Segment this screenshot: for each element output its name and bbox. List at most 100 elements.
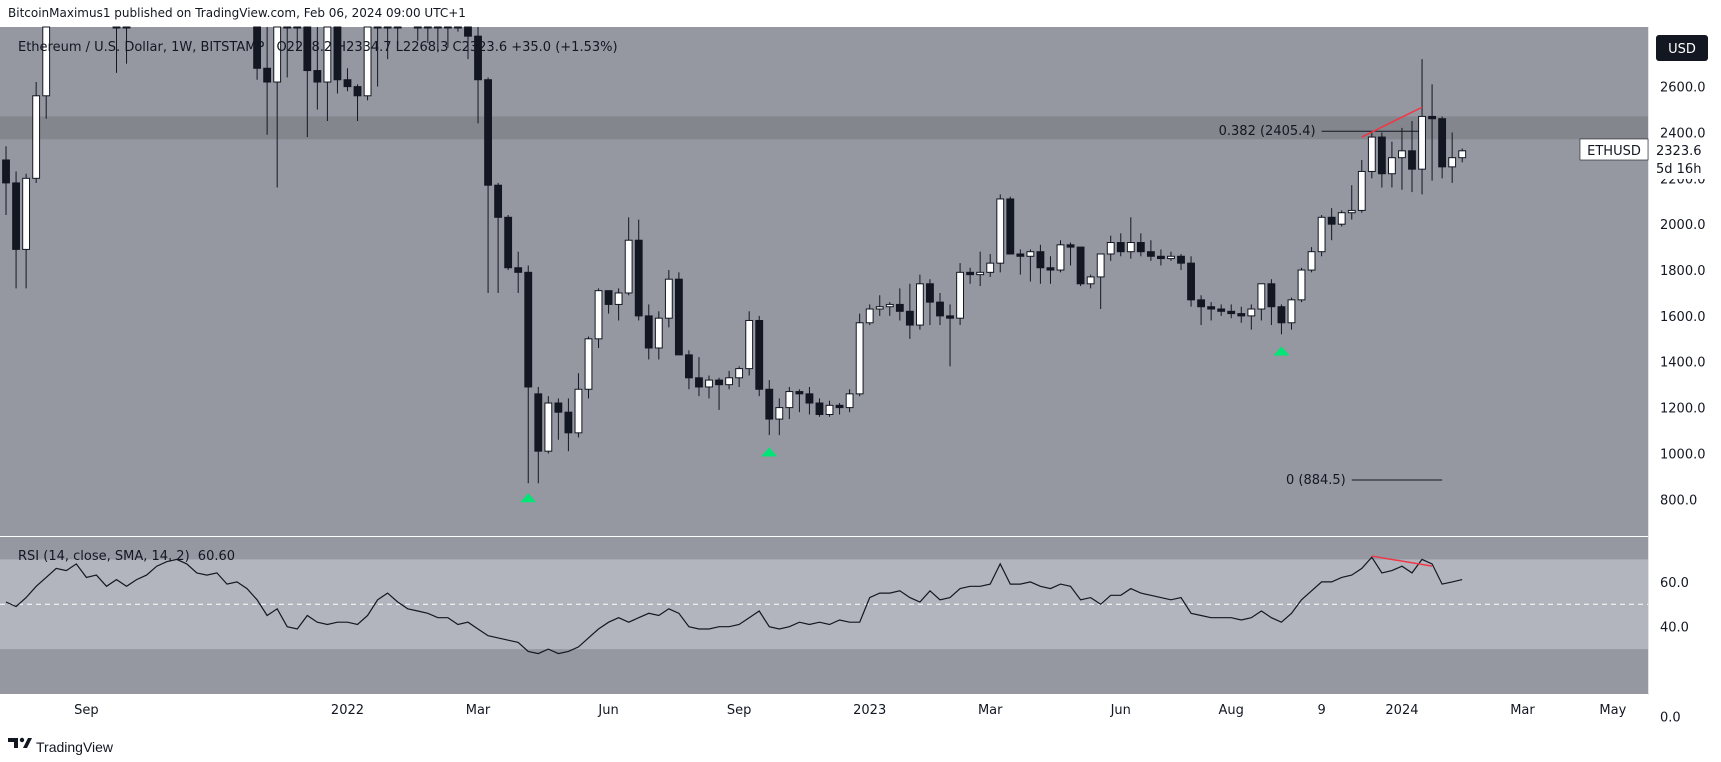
bear-candle-body: [815, 402, 824, 415]
candle: [363, 26, 372, 101]
candle: [1126, 217, 1135, 259]
symbol-legend: Ethereum / U.S. Dollar, 1W, BITSTAMP O22…: [18, 40, 618, 55]
bull-candle-body: [363, 26, 372, 97]
time-tick-label: 2022: [331, 703, 364, 718]
candle: [825, 400, 834, 417]
candle: [1448, 132, 1457, 183]
time-axis[interactable]: [0, 695, 1648, 725]
candle: [1207, 302, 1216, 321]
bull-candle-body: [996, 198, 1005, 264]
candle: [1146, 240, 1155, 261]
bear-candle-body: [1006, 198, 1015, 255]
bear-candle-body: [805, 393, 814, 404]
price-scale[interactable]: [1649, 27, 1721, 694]
bull-candle-body: [915, 283, 924, 326]
last-price-tag: [1650, 138, 1710, 179]
bull-candle-body: [1247, 308, 1256, 317]
candle: [755, 315, 764, 397]
candle: [494, 182, 503, 293]
bull-candle-body: [1418, 115, 1426, 170]
bull-candle-body: [865, 308, 874, 324]
candle: [1327, 208, 1336, 241]
candle: [464, 26, 472, 60]
candle: [946, 304, 954, 367]
bear-candle-body: [795, 391, 804, 395]
bull-candle-body: [875, 306, 884, 310]
bear-candle-body: [313, 70, 322, 83]
bear-candle-body: [1207, 306, 1216, 310]
symbol-name: Ethereum / U.S. Dollar, 1W, BITSTAMP: [18, 40, 264, 55]
candle: [1297, 267, 1306, 303]
bull-candle-body: [283, 26, 292, 29]
candle: [745, 311, 754, 376]
bull-candle-body: [413, 26, 422, 29]
candle: [705, 375, 713, 399]
bear-candle-body: [685, 354, 693, 379]
bull-candle-body: [614, 292, 623, 305]
bear-candle-body: [1227, 310, 1236, 315]
bull-candle-body: [664, 278, 673, 319]
bull-candle-body: [1167, 255, 1175, 260]
bear-candle-body: [1116, 242, 1125, 253]
candle: [524, 265, 533, 484]
bullish-arrow-icon: [1273, 346, 1290, 356]
bull-candle-body: [1448, 157, 1457, 168]
candle: [775, 398, 784, 436]
bull-candle-body: [1106, 242, 1115, 255]
candle: [263, 27, 272, 135]
bear-candle-body: [474, 35, 482, 81]
bull-candle-body: [1096, 253, 1105, 278]
candle: [584, 336, 593, 399]
candle: [514, 251, 523, 293]
bull-candle-body: [433, 26, 442, 29]
candle: [1247, 304, 1256, 330]
candle: [1277, 304, 1286, 335]
candle: [1056, 240, 1065, 273]
bear-candle-body: [353, 86, 362, 97]
fib-level-label: 0.382 (2405.4): [1219, 124, 1316, 139]
bull-candle-body: [393, 26, 402, 29]
bull-candle-body: [825, 404, 834, 415]
candle: [313, 27, 322, 110]
tv-logo-text: TradingView: [36, 739, 114, 755]
time-tick-label: Sep: [727, 703, 752, 718]
bear-candle-body: [494, 184, 503, 218]
bear-candle-body: [634, 239, 643, 317]
candle: [604, 290, 613, 314]
candle: [895, 288, 904, 321]
candle: [1106, 235, 1115, 261]
bull-candle-body: [1398, 150, 1406, 159]
candle: [1006, 196, 1015, 255]
bull-candle-body: [32, 95, 41, 179]
bull-candle-body: [1086, 276, 1095, 285]
bull-candle-body: [1307, 251, 1316, 271]
symbol-tag-label: ETHUSD: [1587, 144, 1641, 159]
price-tick-label: 2000.0: [1660, 218, 1706, 233]
bear-candle-body: [1146, 251, 1155, 257]
bull-candle-body: [22, 177, 31, 250]
bull-candle-body: [42, 26, 51, 97]
candle: [1066, 242, 1075, 266]
candle: [1227, 304, 1236, 319]
candle: [1398, 127, 1406, 190]
bear-candle-body: [484, 79, 492, 186]
tradingview-logo[interactable]: TradingView: [8, 737, 114, 755]
candle: [805, 386, 814, 415]
bear-candle-body: [715, 379, 723, 386]
candle: [12, 171, 20, 289]
candle: [936, 292, 944, 326]
currency-button[interactable]: [1656, 35, 1708, 61]
candle: [926, 279, 934, 326]
candle: [454, 26, 462, 32]
last-price-label: 2323.6: [1656, 144, 1702, 159]
price-pane[interactable]: [0, 27, 1648, 536]
candle: [865, 304, 874, 326]
candle: [594, 288, 603, 348]
candle: [996, 194, 1005, 273]
candle: [644, 304, 653, 360]
bear-candle-body: [1197, 299, 1206, 308]
bull-candle-body: [112, 26, 121, 29]
candle: [664, 270, 673, 328]
bear-candle-body: [524, 271, 533, 388]
